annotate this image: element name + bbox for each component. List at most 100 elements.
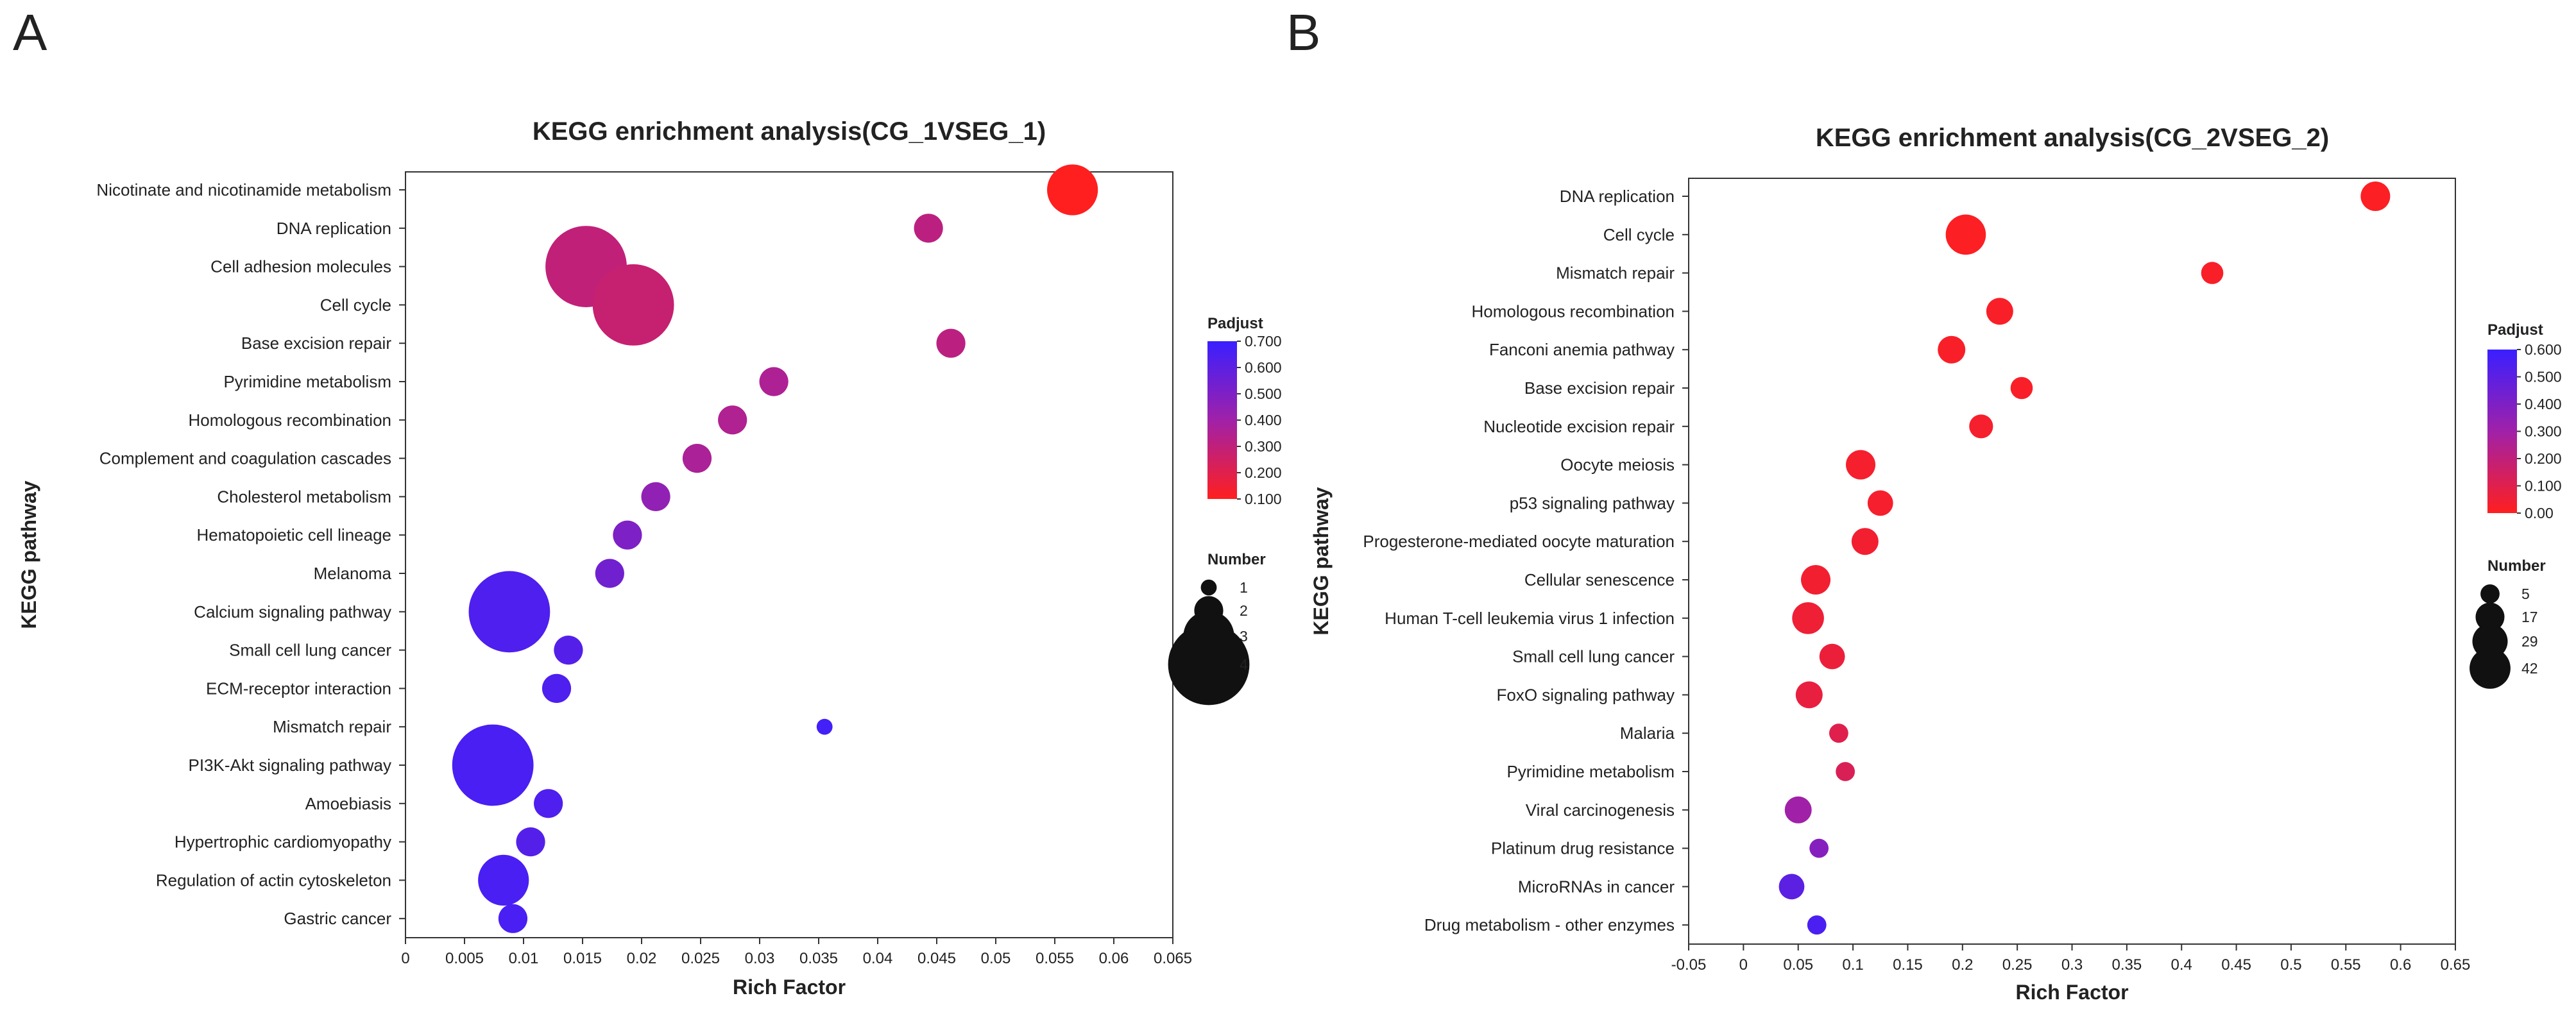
x-tick-label-a: 0.03 [745, 950, 775, 967]
x-tick-label-b: -0.05 [1671, 956, 1707, 974]
data-point-b [2360, 182, 2391, 211]
x-axis-title-a: Rich Factor [733, 976, 846, 999]
category-label-a: Calcium signaling pathway [194, 602, 391, 621]
data-point-b [1792, 602, 1824, 634]
size-legend-marker-b [2469, 648, 2511, 689]
x-tick-label-a: 0.005 [445, 950, 484, 967]
data-point-b [1851, 528, 1879, 555]
data-point-a [613, 520, 642, 550]
category-label-a: Cell adhesion molecules [210, 257, 391, 276]
size-legend-title-a: Number [1207, 551, 1266, 568]
data-point-a [595, 559, 624, 588]
x-tick-label-b: 0.15 [1893, 956, 1923, 974]
category-label-b: p53 signaling pathway [1510, 493, 1675, 512]
plot-frame-a [405, 171, 1173, 938]
color-legend-label-b: 0.00 [2525, 505, 2554, 521]
data-point-b [1795, 681, 1823, 709]
x-tick-label-b: 0.4 [2171, 956, 2192, 974]
category-label-a: Cell cycle [320, 295, 391, 314]
category-label-b: Oocyte meiosis [1560, 455, 1675, 475]
category-label-b: Progesterone-mediated oocyte maturation [1363, 532, 1675, 551]
data-point-b [1784, 796, 1812, 824]
color-bar-b [2487, 350, 2517, 513]
size-legend-label-b: 5 [2521, 586, 2530, 602]
category-label-b: Mismatch repair [1556, 264, 1675, 283]
category-label-b: Pyrimidine metabolism [1506, 762, 1675, 781]
x-tick-label-a: 0.065 [1154, 950, 1192, 967]
category-label-b: Nucleotide excision repair [1483, 417, 1675, 436]
color-legend-label-b: 0.600 [2525, 341, 2562, 358]
category-label-b: Cell cycle [1603, 225, 1675, 244]
data-point-a [592, 264, 674, 346]
data-point-a [1047, 164, 1098, 215]
x-tick-label-b: 0.1 [1842, 956, 1863, 974]
x-tick-label-b: 0.35 [2111, 956, 2142, 974]
color-legend-title-b: Padjust [2487, 321, 2543, 339]
category-label-a: Complement and coagulation cascades [99, 449, 391, 468]
category-label-b: Viral carcinogenesis [1526, 800, 1675, 820]
x-tick-label-b: 0.6 [2390, 956, 2411, 974]
color-legend-label-a: 0.200 [1245, 464, 1282, 481]
x-tick-label-a: 0.02 [627, 950, 657, 967]
x-tick-label-b: 0.25 [2002, 956, 2033, 974]
x-tick-label-a: 0.06 [1099, 950, 1129, 967]
category-label-b: Human T-cell leukemia virus 1 infection [1385, 609, 1675, 628]
x-tick-label-b: 0.45 [2221, 956, 2251, 974]
data-point-b [2201, 262, 2224, 284]
color-legend-label-b: 0.300 [2525, 423, 2562, 440]
category-label-b: Malaria [1620, 723, 1675, 743]
data-point-a [498, 904, 528, 933]
color-legend-label-b: 0.500 [2525, 369, 2562, 385]
x-tick-label-a: 0.025 [681, 950, 720, 967]
data-point-b [1945, 214, 1986, 255]
size-legend-title-b: Number [2487, 557, 2546, 575]
panel-letter-a: A [13, 4, 47, 61]
category-label-a: Amoebiasis [305, 794, 391, 813]
y-axis-title-b: KEGG pathway [1309, 487, 1333, 635]
size-legend-marker-a [1200, 579, 1217, 596]
data-point-b [1938, 335, 1966, 364]
size-legend-label-a: 1 [1240, 579, 1248, 596]
category-label-a: Small cell lung cancer [229, 641, 391, 660]
x-tick-label-b: 0.55 [2331, 956, 2361, 974]
category-label-b: Drug metabolism - other enzymes [1424, 915, 1675, 934]
size-legend-marker-b [2475, 602, 2505, 632]
x-tick-label-b: 0.05 [1783, 956, 1813, 974]
data-point-b [1836, 762, 1855, 781]
plot-frame-b [1688, 178, 2456, 945]
category-label-a: Homologous recombination [188, 410, 391, 430]
category-label-a: Hematopoietic cell lineage [196, 525, 391, 545]
x-tick-label-b: 0 [1739, 956, 1748, 974]
category-label-b: Small cell lung cancer [1512, 647, 1675, 666]
category-label-a: Cholesterol metabolism [217, 487, 391, 506]
data-point-b [2010, 376, 2033, 400]
category-label-a: Nicotinate and nicotinamide metabolism [96, 180, 391, 199]
data-point-b [1801, 565, 1831, 595]
data-point-b [1819, 643, 1845, 670]
category-label-a: Regulation of actin cytoskeleton [156, 870, 391, 890]
data-point-a [468, 571, 550, 653]
category-label-b: FoxO signaling pathway [1497, 685, 1675, 704]
data-point-a [682, 444, 712, 473]
category-label-b: Platinum drug resistance [1491, 839, 1675, 858]
data-point-a [914, 214, 943, 243]
data-point-b [1807, 915, 1827, 935]
category-label-a: Mismatch repair [273, 717, 391, 736]
data-point-a [534, 789, 563, 818]
color-legend-label-a: 0.500 [1245, 385, 1282, 402]
category-label-b: Homologous recombination [1471, 301, 1675, 321]
color-legend-title-a: Padjust [1207, 315, 1263, 332]
data-point-b [1778, 874, 1805, 900]
category-label-a: DNA replication [277, 219, 391, 238]
category-label-b: Base excision repair [1524, 378, 1675, 398]
data-point-b [1969, 414, 1993, 439]
data-point-b [1829, 723, 1848, 743]
data-point-a [641, 482, 670, 512]
color-legend-label-b: 0.100 [2525, 478, 2562, 494]
data-point-b [1809, 838, 1829, 858]
x-tick-label-a: 0.055 [1036, 950, 1074, 967]
x-tick-label-b: 0.65 [2441, 956, 2471, 974]
y-axis-title-a: KEGG pathway [17, 480, 40, 629]
category-label-b: Fanconi anemia pathway [1489, 340, 1675, 359]
size-legend-label-a: 3 [1240, 628, 1248, 645]
